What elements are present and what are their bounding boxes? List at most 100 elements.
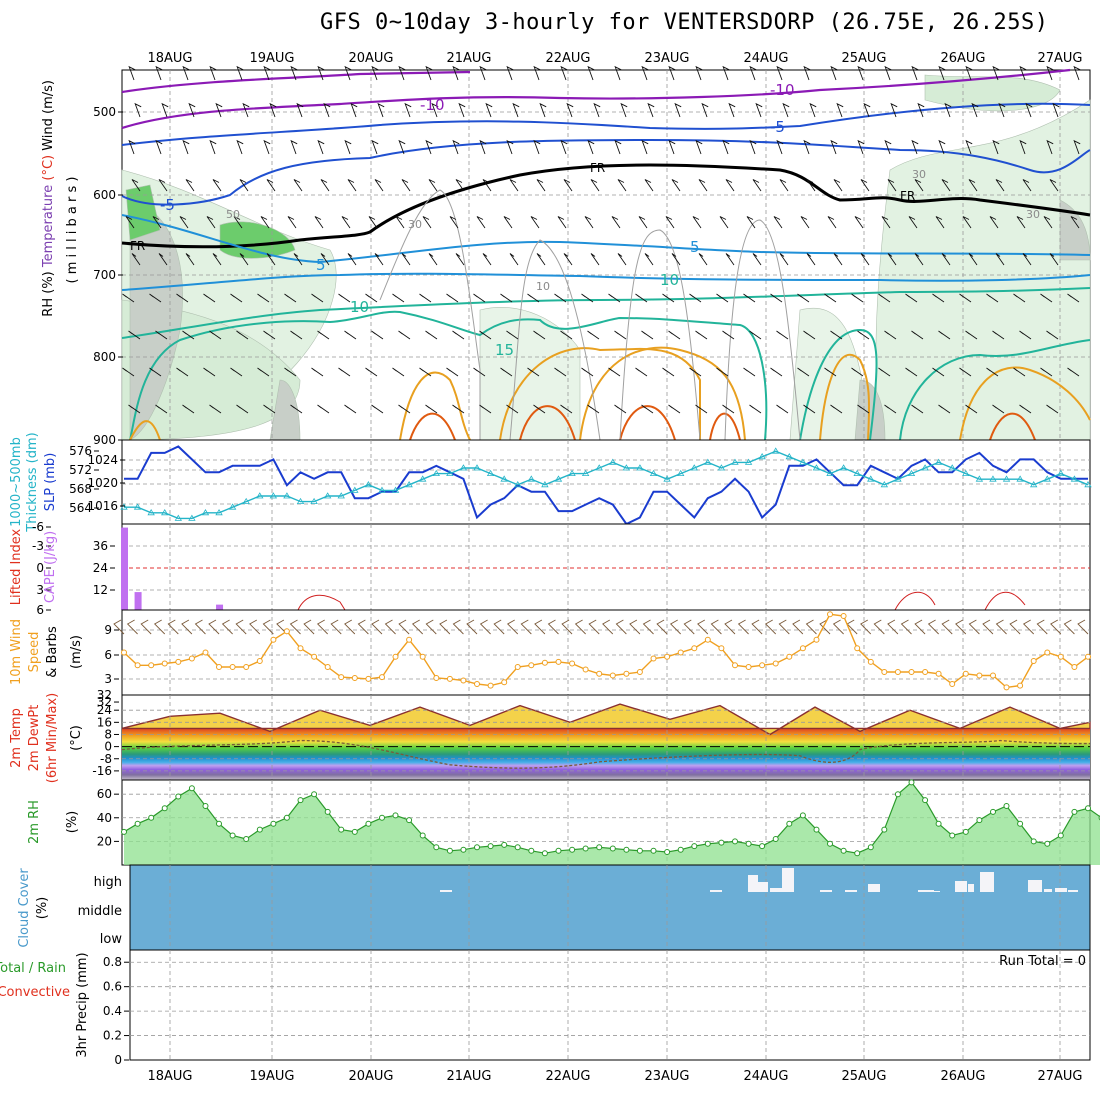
wind10m-barb [235, 619, 247, 635]
wind-barb [161, 102, 169, 118]
wind10m-point [799, 645, 806, 652]
bottom-date-label: 18AUG [147, 1069, 192, 1084]
upper-air-axis-label: RH (%) Temperature (°C) Wind (m/s) [41, 80, 56, 317]
thickness-point [934, 458, 943, 465]
wind-barb [263, 330, 276, 340]
wind-barb [536, 179, 546, 192]
wind-barb [911, 139, 919, 155]
temperature-contour [519, 405, 576, 441]
wind10m-point [786, 653, 793, 660]
axis-label-part: Temperature [41, 185, 56, 271]
wind-barb [527, 367, 540, 377]
rh2m-point [704, 840, 711, 847]
wind-barb [425, 65, 433, 81]
wind10m-point [623, 670, 630, 677]
thickness-point [459, 464, 468, 471]
temperature-contour [121, 102, 1091, 146]
wind-barb [938, 139, 946, 155]
wind10m-barbs-label: & Barbs [45, 626, 60, 678]
wind-barb [1013, 293, 1026, 303]
rh2m-point [460, 846, 467, 853]
thickness-point [201, 509, 210, 516]
wind-barb [176, 367, 189, 377]
temperature-contour [121, 68, 1071, 130]
wind10m-barb [167, 619, 179, 635]
thickness-point [500, 475, 508, 482]
wind10m-point [379, 674, 385, 681]
wind-barb [662, 367, 675, 377]
wind-barb [1049, 179, 1059, 192]
thickness-point [418, 475, 427, 482]
wind-barb [830, 330, 843, 340]
wind-barb [239, 179, 249, 192]
thickness-point [663, 475, 671, 482]
wind-barb [914, 179, 924, 192]
cloud-bar [710, 890, 722, 892]
wind-barb [155, 404, 168, 414]
tick-label: 568 [69, 482, 92, 496]
contour-label: 10 [350, 298, 369, 316]
wind-barb [884, 65, 892, 81]
rh-shade [219, 221, 296, 259]
wind-barb [878, 367, 891, 377]
cloud-bar [918, 890, 934, 892]
wind-barb [203, 367, 216, 377]
thickness-point [894, 475, 902, 482]
rh2m-point [799, 812, 806, 819]
wind-barb [290, 404, 303, 414]
top-date-label: 25AUG [841, 51, 886, 66]
rh2m-point [990, 808, 996, 815]
rh2m-point [609, 845, 616, 852]
wind-barb [203, 293, 216, 303]
wind-barb [182, 65, 190, 81]
temp2m-grid [122, 695, 1090, 780]
bottom-date-label: 23AUG [644, 1069, 689, 1084]
wind10m-unit: (m/s) [69, 635, 84, 669]
wind10m-point [487, 682, 494, 689]
wind-barb [992, 330, 1005, 340]
wind-barb [419, 293, 432, 303]
wind10m-point [297, 645, 304, 652]
axis-label-part: RH (%) [41, 271, 56, 316]
wind-barb [533, 65, 541, 81]
wind-barb [209, 330, 222, 340]
rh2m-label: 2m RH [27, 800, 42, 844]
top-date-label: 23AUG [644, 51, 689, 66]
wind10m-barb [561, 619, 573, 635]
wind10m-point [324, 664, 331, 670]
rh2m-point [636, 847, 643, 854]
temperature-band [122, 728, 1090, 780]
precip-total-label: Total / Rain [0, 961, 66, 976]
wind-barb [830, 404, 843, 414]
wind-barb [887, 179, 897, 192]
slp-line [124, 445, 1088, 526]
wind-barb [728, 102, 736, 118]
tick-label: 1016 [87, 499, 118, 513]
wind-barb [965, 65, 973, 81]
wind-barb [911, 404, 924, 414]
tick-label: 576 [69, 444, 92, 458]
tick-label: -3 [32, 539, 44, 553]
thickness-point [636, 464, 644, 471]
rh2m-point [419, 832, 426, 839]
tick-label: 700 [93, 268, 116, 282]
wind10m-barb [955, 619, 967, 635]
cloud-bar [1028, 880, 1042, 892]
tick-label: 0 [114, 1053, 122, 1067]
wind-barb [755, 102, 763, 118]
wind-barb [185, 253, 195, 266]
thickness-point [731, 458, 739, 465]
precip-panel: 0.8 0.6 0.4 0.2 0 Run Total = 0 [103, 949, 1091, 1067]
rh2m-point [691, 843, 698, 850]
wind-barb [806, 253, 816, 266]
wind-barb [986, 293, 999, 303]
rh2m-point [772, 836, 779, 842]
axis-label-part: Wind (m/s) [41, 80, 56, 155]
rh2m-point [1057, 832, 1064, 839]
contour-label: 5 [316, 256, 326, 274]
rh2m-point [1017, 820, 1024, 827]
rh2m-point [949, 832, 956, 839]
tick-label: -6 [32, 520, 44, 534]
wind-barb [749, 65, 757, 81]
